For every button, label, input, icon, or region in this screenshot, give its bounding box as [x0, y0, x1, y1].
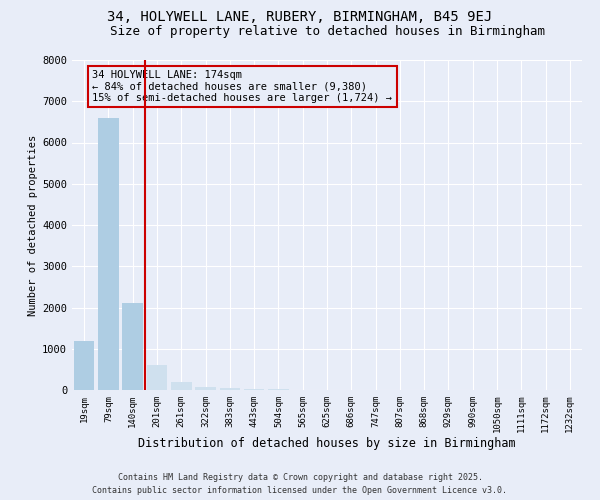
- Title: Size of property relative to detached houses in Birmingham: Size of property relative to detached ho…: [110, 25, 545, 38]
- Bar: [74, 340, 94, 390]
- Y-axis label: Number of detached properties: Number of detached properties: [28, 134, 38, 316]
- Bar: [122, 304, 143, 390]
- Bar: [171, 382, 191, 390]
- Text: 34, HOLYWELL LANE, RUBERY, BIRMINGHAM, B45 9EJ: 34, HOLYWELL LANE, RUBERY, BIRMINGHAM, B…: [107, 10, 493, 24]
- Bar: [220, 388, 240, 390]
- Bar: [195, 386, 216, 390]
- Bar: [98, 118, 119, 390]
- X-axis label: Distribution of detached houses by size in Birmingham: Distribution of detached houses by size …: [138, 436, 516, 450]
- Text: 34 HOLYWELL LANE: 174sqm
← 84% of detached houses are smaller (9,380)
15% of sem: 34 HOLYWELL LANE: 174sqm ← 84% of detach…: [92, 70, 392, 103]
- Bar: [146, 365, 167, 390]
- Bar: [244, 389, 265, 390]
- Text: Contains HM Land Registry data © Crown copyright and database right 2025.
Contai: Contains HM Land Registry data © Crown c…: [92, 474, 508, 495]
